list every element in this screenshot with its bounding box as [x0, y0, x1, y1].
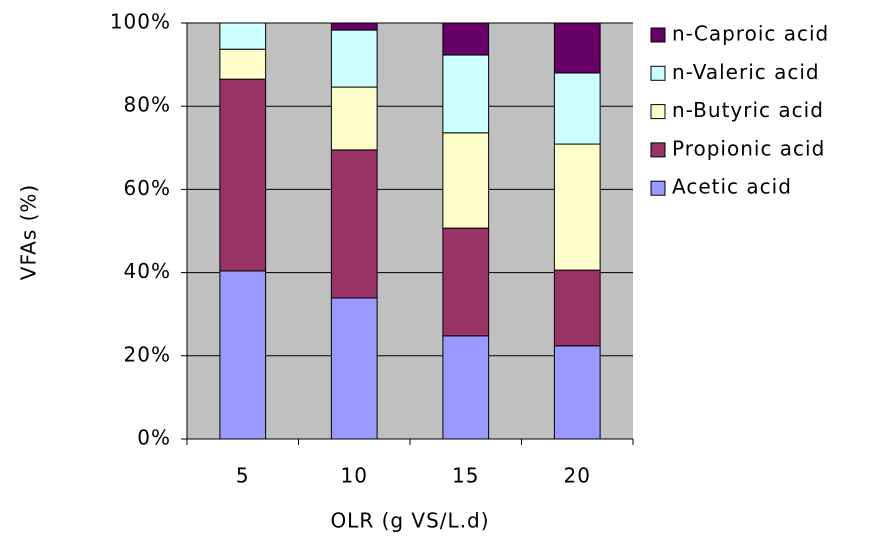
- bar-segment: [442, 335, 490, 440]
- x-tick-label: 15: [452, 464, 479, 488]
- y-tick-label: 20%: [124, 342, 171, 366]
- legend-swatch: [650, 180, 666, 196]
- y-tick-label: 60%: [124, 176, 171, 200]
- y-tick-label: 100%: [110, 10, 171, 34]
- bar-segment: [442, 227, 490, 337]
- bar-segment: [330, 22, 378, 31]
- legend-swatch: [650, 27, 666, 43]
- legend-label: n-Valeric acid: [672, 60, 820, 84]
- bar-segment: [553, 345, 601, 440]
- legend-label: Acetic acid: [672, 175, 792, 199]
- bar-segment: [330, 297, 378, 440]
- bar-segment: [330, 149, 378, 299]
- x-axis-title: OLR (g VS/L.d): [330, 509, 489, 533]
- y-tick-label: 80%: [124, 93, 171, 117]
- bar-segment: [553, 269, 601, 347]
- bar-segment: [553, 143, 601, 271]
- x-tick-label: 10: [341, 464, 368, 488]
- bar-segment: [330, 86, 378, 151]
- y-tick-label: 40%: [124, 259, 171, 283]
- legend-label: n-Caproic acid: [672, 22, 829, 46]
- legend-swatch: [650, 142, 666, 158]
- y-axis-title: VFAs (%): [17, 184, 41, 280]
- bar-segment: [330, 29, 378, 88]
- x-tick-label: 5: [236, 464, 250, 488]
- bar-segment: [442, 54, 490, 134]
- bar-segment: [442, 132, 490, 229]
- legend-swatch: [650, 65, 666, 81]
- legend-swatch: [650, 104, 666, 120]
- bar-segment: [219, 22, 267, 50]
- bar-segment: [442, 22, 490, 56]
- bar-segment: [219, 48, 267, 80]
- legend-label: Propionic acid: [672, 136, 825, 160]
- bar-segment: [219, 270, 267, 440]
- bar-segment: [553, 22, 601, 74]
- y-tick-label: 0%: [137, 426, 171, 450]
- bar-segment: [553, 72, 601, 145]
- x-tick-label: 20: [564, 464, 591, 488]
- legend-label: n-Butyric acid: [672, 98, 824, 122]
- bar-segment: [219, 78, 267, 272]
